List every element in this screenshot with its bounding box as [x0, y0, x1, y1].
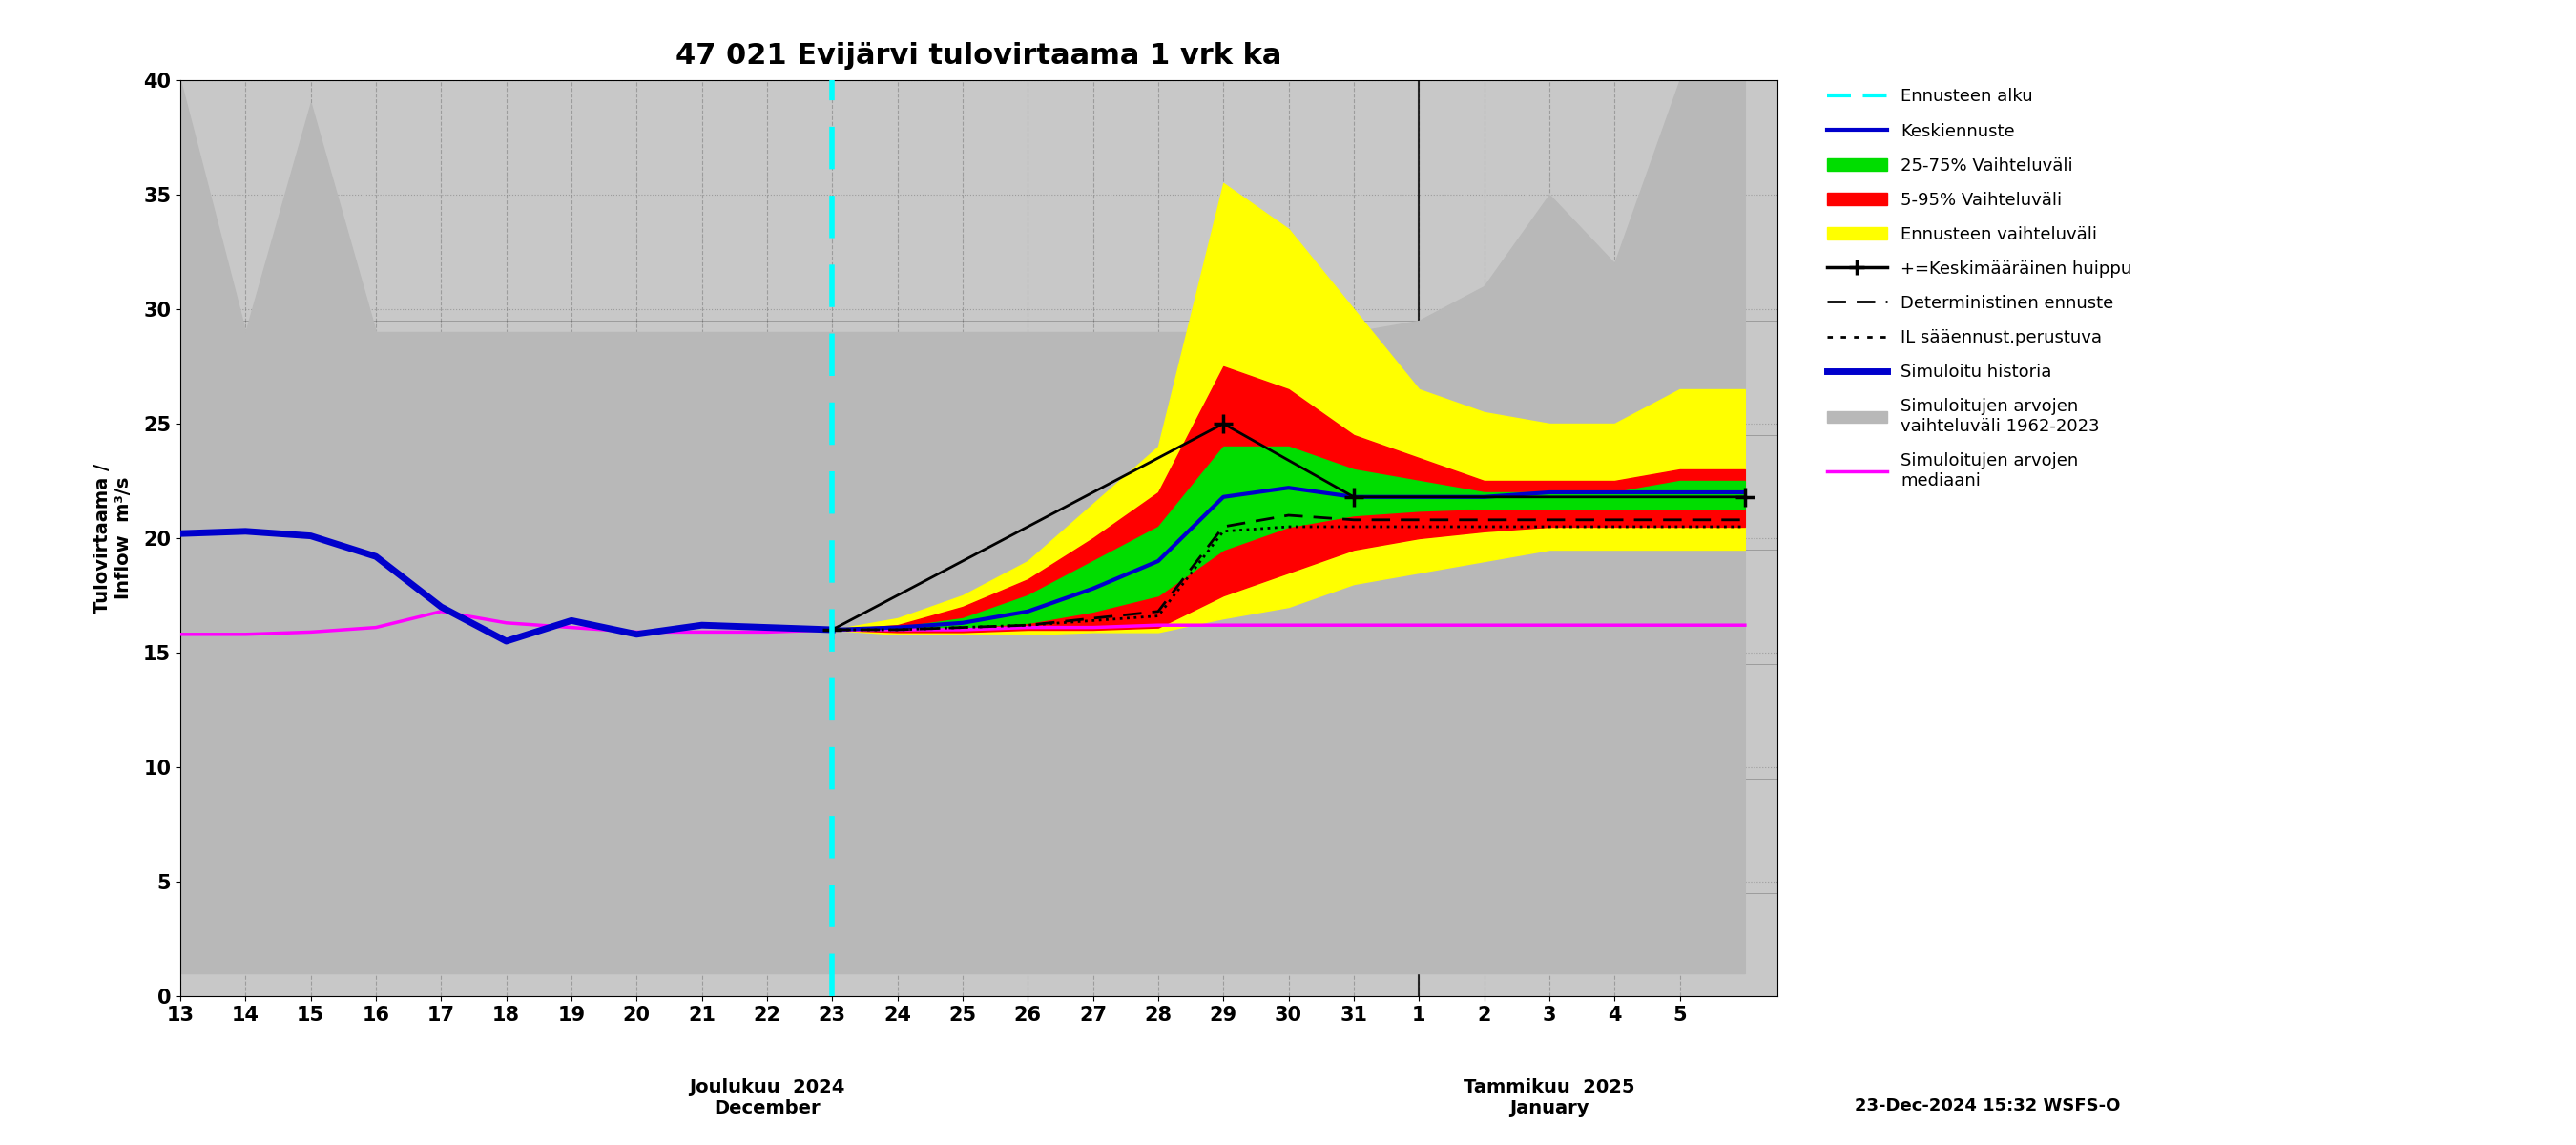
Text: Joulukuu  2024
December: Joulukuu 2024 December	[690, 1079, 845, 1118]
Text: Tammikuu  2025
January: Tammikuu 2025 January	[1463, 1079, 1636, 1118]
Text: 23-Dec-2024 15:32 WSFS-O: 23-Dec-2024 15:32 WSFS-O	[1855, 1097, 2120, 1114]
Y-axis label: Tulovirtaama /
Inflow  m³/s: Tulovirtaama / Inflow m³/s	[93, 464, 131, 613]
Legend: Ennusteen alku, Keskiennuste, 25-75% Vaihteluväli, 5-95% Vaihteluväli, Ennusteen: Ennusteen alku, Keskiennuste, 25-75% Vai…	[1819, 80, 2141, 498]
Title: 47 021 Evijärvi tulovirtaama 1 vrk ka: 47 021 Evijärvi tulovirtaama 1 vrk ka	[675, 42, 1283, 70]
